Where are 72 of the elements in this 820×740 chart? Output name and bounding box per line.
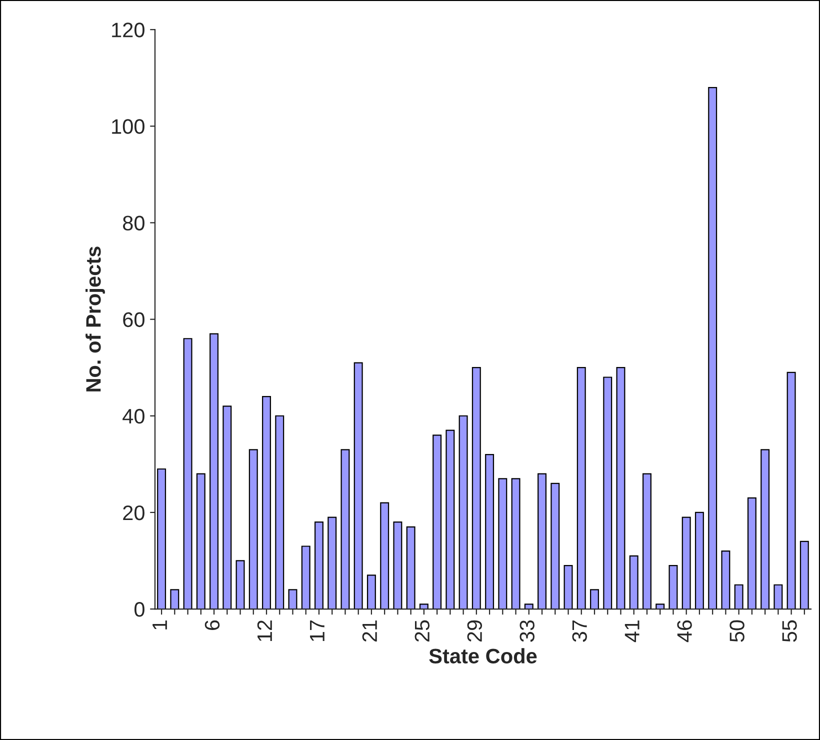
y-tick-label: 0 xyxy=(134,602,144,617)
bar xyxy=(262,396,271,610)
bar xyxy=(538,473,547,610)
x-axis-title: State Code xyxy=(429,648,537,664)
x-tick-label: 25 xyxy=(414,620,430,642)
bar xyxy=(760,449,770,610)
bar xyxy=(616,367,626,610)
bar xyxy=(288,589,298,610)
bar xyxy=(511,478,520,610)
x-tick-label: 33 xyxy=(520,620,534,642)
bar xyxy=(183,338,192,610)
bar xyxy=(248,449,258,610)
bar xyxy=(694,512,704,610)
bar xyxy=(406,526,416,610)
bar xyxy=(432,434,442,610)
y-tick-label: 20 xyxy=(123,505,144,520)
x-tick-label: 1 xyxy=(152,620,167,630)
bar xyxy=(380,502,390,610)
y-tick-label: 80 xyxy=(122,216,144,230)
x-tick-label: 50 xyxy=(730,620,744,642)
x-tick-label: 46 xyxy=(677,620,692,642)
bar xyxy=(170,589,180,610)
bar xyxy=(786,372,796,610)
bar xyxy=(800,540,809,610)
bar xyxy=(419,604,428,610)
x-tick-label: 12 xyxy=(257,620,272,642)
bar xyxy=(774,584,783,610)
bar xyxy=(734,584,744,610)
y-tick-label: 100 xyxy=(112,119,144,134)
bar xyxy=(485,454,494,610)
bar xyxy=(275,415,284,610)
y-axis-title: No. of Projects xyxy=(86,246,105,392)
bar xyxy=(340,449,350,610)
x-tick-label: 29 xyxy=(467,620,482,642)
bar xyxy=(328,516,337,610)
x-tick-label: 41 xyxy=(624,620,640,642)
bar xyxy=(222,406,232,610)
bar xyxy=(366,574,376,610)
y-tick-label: 40 xyxy=(122,408,144,424)
bar xyxy=(301,546,310,610)
bar xyxy=(721,550,730,610)
x-tick-label: 17 xyxy=(310,620,324,642)
bar xyxy=(314,522,324,610)
bar xyxy=(446,430,455,610)
y-tick-label: 60 xyxy=(123,312,144,328)
bar xyxy=(393,522,402,610)
bar xyxy=(524,604,534,610)
x-tick-label: 55 xyxy=(782,620,797,642)
bar xyxy=(196,473,206,610)
bar xyxy=(157,468,166,610)
bar xyxy=(629,555,638,610)
bar xyxy=(656,604,665,610)
bar xyxy=(682,516,691,610)
bar xyxy=(668,565,678,610)
bar xyxy=(236,560,245,610)
bar xyxy=(564,565,573,610)
bar xyxy=(472,367,481,610)
x-tick-label: 6 xyxy=(204,620,220,630)
bar xyxy=(210,333,219,610)
bar xyxy=(747,497,756,610)
bar xyxy=(550,482,560,610)
bar xyxy=(642,473,652,610)
bar xyxy=(354,362,363,610)
bar xyxy=(603,376,612,610)
bar xyxy=(498,478,508,610)
bar xyxy=(708,86,718,610)
bar xyxy=(590,589,599,610)
bar xyxy=(576,367,586,610)
bar xyxy=(458,415,468,610)
y-tick-label: 120 xyxy=(112,22,144,38)
x-tick-label: 37 xyxy=(572,620,587,642)
x-tick-label: 21 xyxy=(362,620,377,642)
